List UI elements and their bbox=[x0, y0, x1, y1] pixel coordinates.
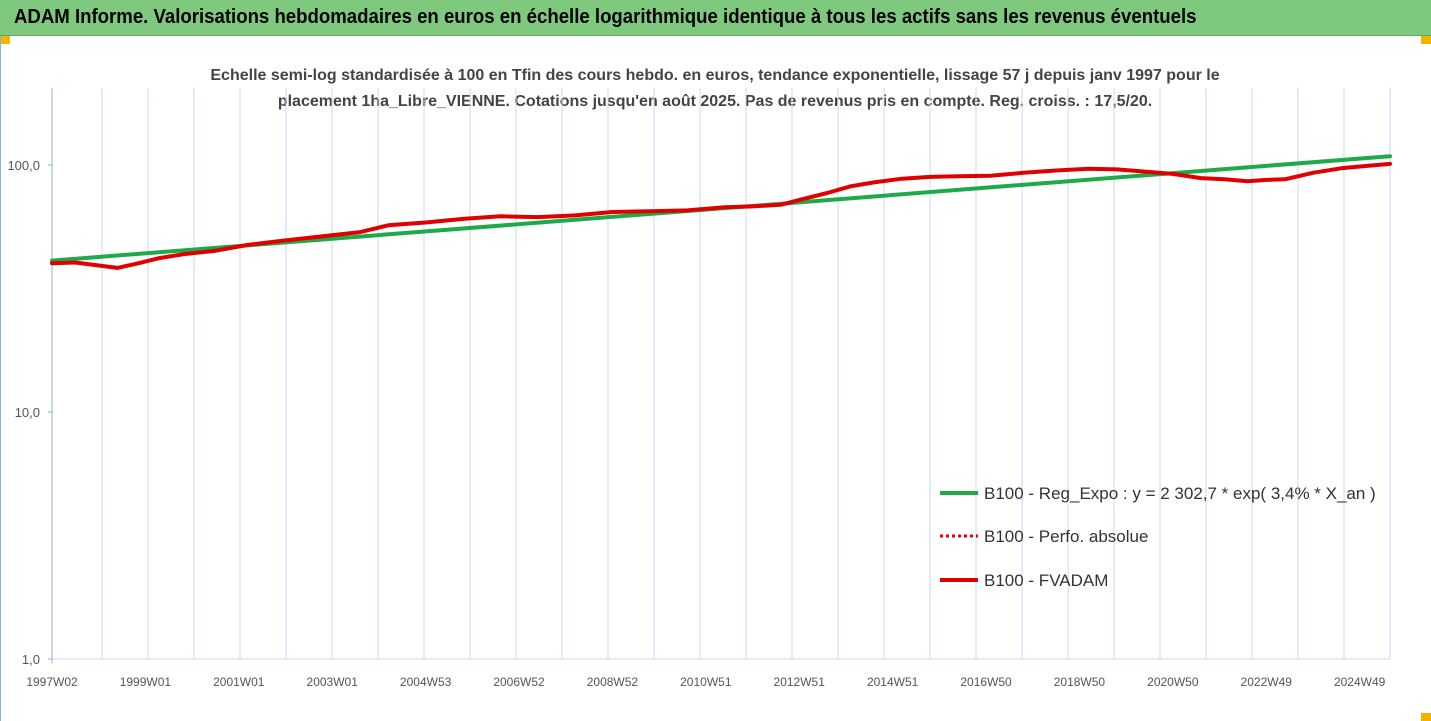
x-tick-label: 2016W50 bbox=[960, 675, 1012, 689]
corner-marker-left bbox=[0, 36, 10, 44]
y-tick-label: 100,0 bbox=[7, 158, 40, 173]
x-tick-label: 2001W01 bbox=[213, 675, 265, 689]
chart-frame bbox=[0, 36, 1431, 721]
x-tick-label: 2014W51 bbox=[867, 675, 919, 689]
x-tick-label: 1997W02 bbox=[26, 675, 78, 689]
corner-marker-bottom-right bbox=[1421, 713, 1431, 721]
y-tick-label: 10,0 bbox=[15, 405, 40, 420]
x-tick-label: 2006W52 bbox=[493, 675, 545, 689]
y-axis-ticks: 1,0 10,0 100,0 bbox=[7, 158, 52, 667]
corner-marker-right bbox=[1421, 36, 1431, 44]
y-tick-label: 1,0 bbox=[22, 652, 40, 667]
x-tick-label: 2018W50 bbox=[1054, 675, 1106, 689]
x-tick-label: 2022W49 bbox=[1241, 675, 1293, 689]
grid-lines bbox=[52, 88, 1391, 660]
legend-label-1: B100 - Reg_Expo : y = 2 302,7 * exp( 3,4… bbox=[984, 484, 1376, 503]
x-tick-label: 2004W53 bbox=[400, 675, 452, 689]
report-title: ADAM Informe. Valorisations hebdomadaire… bbox=[14, 6, 1197, 28]
legend-label-3: B100 - FVADAM bbox=[984, 571, 1108, 590]
x-tick-label: 2010W51 bbox=[680, 675, 732, 689]
series-lines bbox=[50, 154, 1392, 270]
legend-label-2: B100 - Perfo. absolue bbox=[984, 527, 1148, 546]
series-line-3 bbox=[50, 161, 1392, 270]
x-tick-label: 1999W01 bbox=[120, 675, 172, 689]
chart-title-line-2: placement 1ha_Libre_VIENNE. Cotations ju… bbox=[277, 93, 1153, 110]
x-tick-label: 2003W01 bbox=[307, 675, 359, 689]
x-tick-label: 2020W50 bbox=[1147, 675, 1199, 689]
x-tick-label: 2012W51 bbox=[774, 675, 826, 689]
report-header: ADAM Informe. Valorisations hebdomadaire… bbox=[0, 0, 1431, 36]
x-tick-label: 2008W52 bbox=[587, 675, 639, 689]
x-axis-ticks: 1997W02 1999W01 2001W01 2003W01 2004W53 2006W… bbox=[26, 675, 1385, 689]
legend: B100 - Reg_Expo : y = 2 302,7 * exp( 3,4… bbox=[940, 484, 1376, 590]
chart-title-line-1: Echelle semi-log standardisée à 100 en T… bbox=[210, 67, 1220, 84]
x-tick-label: 2024W49 bbox=[1334, 675, 1386, 689]
